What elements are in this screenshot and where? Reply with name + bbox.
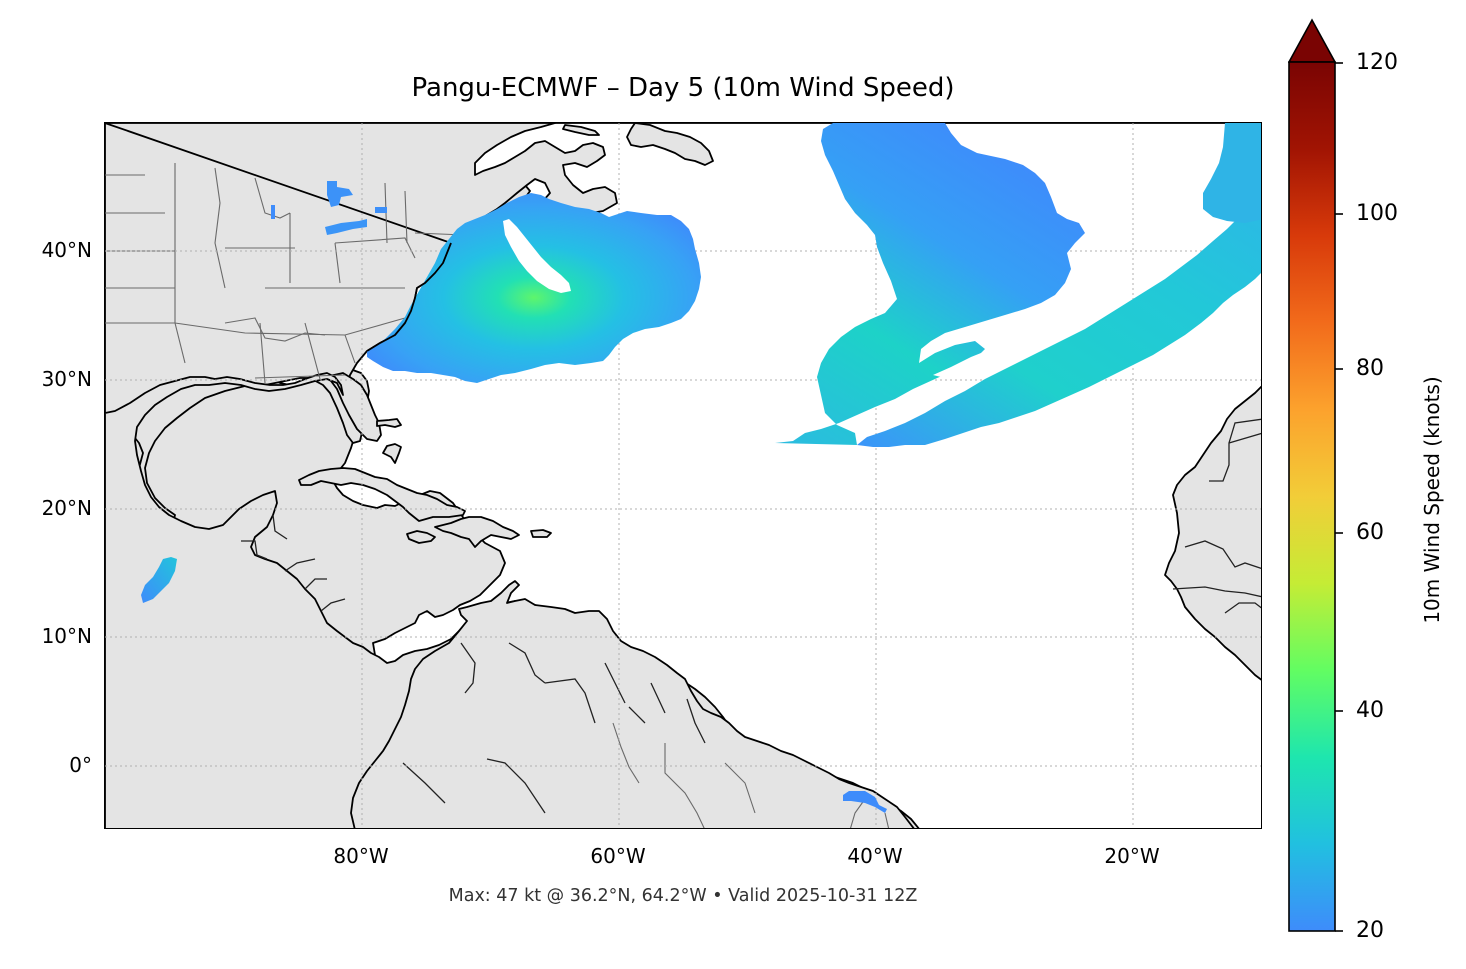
lon-label-40w: 40°W <box>847 844 903 868</box>
wind-lake-michigan <box>271 205 275 219</box>
coastline-overlay <box>366 242 452 352</box>
bahamas-andros <box>382 443 402 464</box>
lat-label-equator: 0° <box>69 753 92 777</box>
colorbar-label: 10m Wind Speed (knots) <box>1420 376 1444 624</box>
wind-brazil-coast <box>843 791 887 813</box>
wind-cyclone-west-atlantic <box>367 193 701 383</box>
west-africa-land <box>1164 385 1261 681</box>
colorbar-tick-80: 80 <box>1356 356 1384 381</box>
wind-band-south-arm <box>857 194 1261 447</box>
south-america-land <box>350 580 915 828</box>
wind-tehuantepec <box>141 557 177 603</box>
bahamas-north <box>376 418 402 428</box>
lon-label-80w: 80°W <box>333 844 389 868</box>
colorbar-gradient <box>1288 61 1336 932</box>
lon-label-60w: 60°W <box>590 844 646 868</box>
colorbar-extend-arrow <box>1288 18 1336 63</box>
wind-band-ne-corner <box>1203 123 1261 223</box>
lon-label-20w: 20°W <box>1104 844 1160 868</box>
jamaica-land <box>406 530 436 544</box>
colorbar-tick-40: 40 <box>1356 698 1384 723</box>
map-canvas <box>105 123 1261 828</box>
anticosti-island <box>562 124 600 136</box>
lat-label-10n: 10°N <box>41 624 92 648</box>
colorbar-tick-60: 60 <box>1356 520 1384 545</box>
colorbar-tick-120: 120 <box>1356 50 1398 75</box>
wind-band-north-arm <box>775 123 1085 445</box>
cuba-land <box>298 467 466 522</box>
wind-lake-ontario <box>375 207 387 213</box>
country-borders <box>241 418 1261 814</box>
caribbean-islands <box>298 418 552 548</box>
florida-land <box>324 372 382 442</box>
newfoundland-land <box>626 123 714 166</box>
max-wind-annotation: Max: 47 kt @ 36.2°N, 64.2°W • Valid 2025… <box>448 886 918 906</box>
wind-lake-huron <box>327 181 353 207</box>
wind-field-layer <box>141 123 1261 813</box>
map-axes <box>104 122 1262 829</box>
brazil-state-borders <box>612 722 890 828</box>
colorbar-tick-100: 100 <box>1356 201 1398 226</box>
figure-title: Pangu-ECMWF – Day 5 (10m Wind Speed) <box>411 73 955 103</box>
colorbar <box>1288 18 1336 932</box>
lat-label-20n: 20°N <box>41 496 92 520</box>
hispaniola-land <box>434 516 520 548</box>
puerto-rico-land <box>530 529 552 538</box>
lat-label-40n: 40°N <box>41 238 92 262</box>
colorbar-tick-20: 20 <box>1356 918 1384 943</box>
lat-label-30n: 30°N <box>41 367 92 391</box>
wind-lake-erie <box>325 219 367 235</box>
colorbar-tick-marks <box>1335 62 1343 932</box>
